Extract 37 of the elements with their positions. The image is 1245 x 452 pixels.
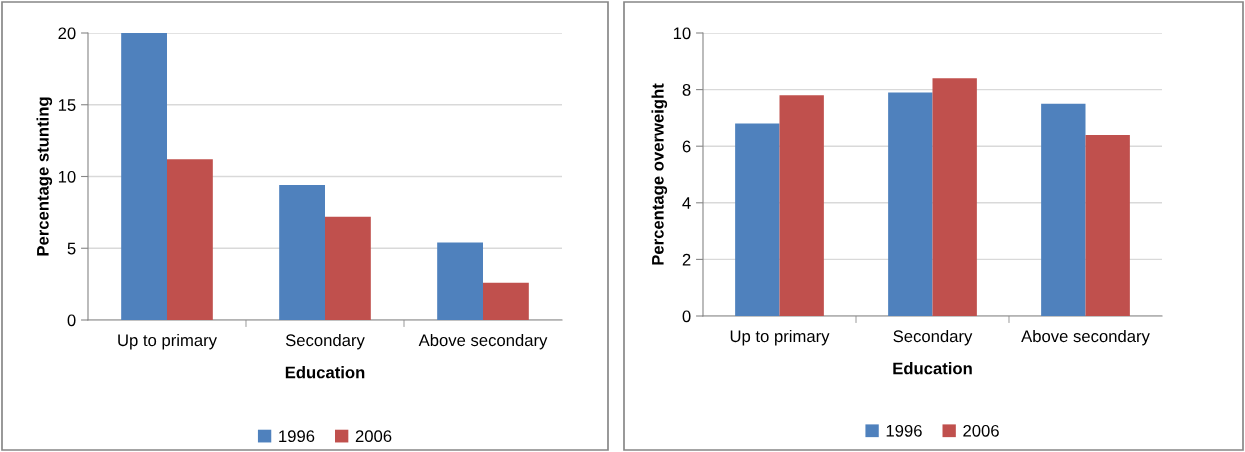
- y-tick-label: 20: [58, 27, 76, 40]
- bar: [279, 185, 325, 320]
- x-tick-label: Secondary: [285, 333, 365, 350]
- x-axis-title: Education: [893, 362, 972, 375]
- y-tick-label: 15: [58, 99, 76, 111]
- bar: [121, 33, 167, 320]
- x-tick-label: Secondary: [893, 329, 973, 346]
- x-axis-title: Education: [285, 366, 365, 379]
- bar: [888, 92, 933, 316]
- legend-label: 2006: [355, 430, 392, 443]
- bar: [735, 123, 780, 316]
- y-axis-title: Percentage stunting: [36, 97, 53, 256]
- y-tick-label: 2: [682, 253, 691, 266]
- x-tick-label: Up to primary: [118, 333, 217, 350]
- x-tick-label: Above secondary: [418, 333, 548, 350]
- bar: [437, 242, 483, 320]
- bar: [1085, 134, 1130, 316]
- y-tick-label: 4: [682, 197, 691, 209]
- bar: [779, 95, 824, 316]
- y-tick-label: 0: [682, 310, 691, 323]
- legend-label: 1996: [279, 430, 315, 443]
- y-tick-label: 6: [682, 140, 691, 153]
- y-tick-label: 8: [682, 84, 691, 96]
- y-tick-label: 0: [67, 314, 76, 327]
- bar: [1041, 103, 1086, 316]
- y-tick-label: 10: [58, 170, 76, 183]
- bar: [483, 282, 529, 320]
- x-tick-label: Above secondary: [1021, 329, 1150, 346]
- x-tick-label: Up to primary: [730, 329, 830, 346]
- y-axis-title: Percentage overweight: [651, 83, 668, 265]
- bar: [167, 159, 213, 320]
- y-tick-label: 5: [67, 242, 76, 255]
- bar: [932, 78, 977, 316]
- legend-label: 2006: [963, 424, 999, 437]
- legend-label: 1996: [886, 424, 922, 437]
- y-tick-label: 10: [673, 27, 691, 40]
- bar: [325, 216, 371, 320]
